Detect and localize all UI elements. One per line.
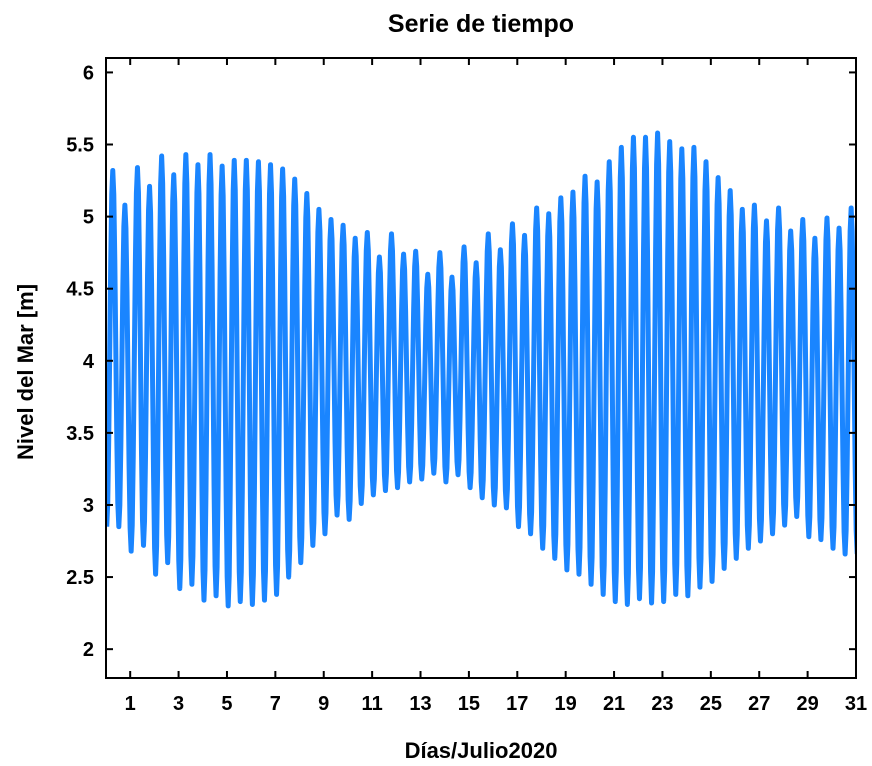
y-tick-label: 3 <box>83 495 94 517</box>
x-tick-label: 11 <box>362 693 383 715</box>
y-ticks: 2 2.5 3 3.5 4 4.5 5 5.5 6 <box>66 62 856 661</box>
y-tick-label: 5.5 <box>66 135 94 157</box>
x-tick-label: 23 <box>651 693 673 715</box>
x-ticks: 1 3 5 7 9 11 13 15 17 19 21 23 25 27 29 31 <box>125 58 867 715</box>
y-tick-label: 2 <box>83 639 94 661</box>
x-tick-label: 3 <box>173 693 184 715</box>
y-tick-label: 4.5 <box>66 279 94 301</box>
y-tick-label: 5 <box>83 207 94 229</box>
x-tick-label: 13 <box>409 693 431 715</box>
x-tick-label: 19 <box>555 693 577 715</box>
series-layer <box>106 130 856 609</box>
chart-title: Serie de tiempo <box>388 10 574 38</box>
x-tick-label: 9 <box>318 693 329 715</box>
x-tick-label: 21 <box>603 693 625 715</box>
x-tick-label: 27 <box>748 693 770 715</box>
x-tick-label: 7 <box>270 693 281 715</box>
sea-level-series-line <box>106 130 856 609</box>
x-tick-label: 5 <box>221 693 232 715</box>
plot-frame <box>105 57 857 679</box>
x-axis-label: Días/Julio2020 <box>405 738 558 763</box>
y-axis-label: Nivel del Mar [m] <box>13 284 38 460</box>
x-tick-label: 25 <box>700 693 722 715</box>
x-tick-label: 17 <box>506 693 528 715</box>
x-tick-label: 1 <box>125 693 136 715</box>
y-tick-label: 3.5 <box>66 423 94 445</box>
x-tick-label: 29 <box>796 693 818 715</box>
y-tick-label: 2.5 <box>66 567 94 589</box>
x-tick-label: 31 <box>845 693 867 715</box>
y-tick-label: 4 <box>83 351 95 373</box>
x-tick-label: 15 <box>458 693 480 715</box>
y-tick-label: 6 <box>83 62 94 84</box>
